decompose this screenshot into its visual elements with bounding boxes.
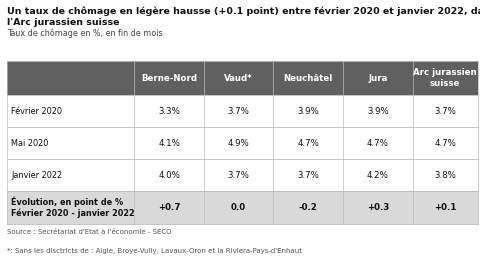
Text: 0.0: 0.0 [231, 203, 246, 212]
Text: 3.3%: 3.3% [158, 107, 180, 116]
Text: Berne-Nord: Berne-Nord [141, 73, 197, 83]
Text: 3.7%: 3.7% [434, 107, 456, 116]
Text: 4.7%: 4.7% [297, 138, 319, 148]
Text: 4.2%: 4.2% [367, 170, 389, 180]
Text: Source : Secrétariat d'Etat à l'économie - SECO: Source : Secrétariat d'Etat à l'économie… [7, 229, 172, 235]
Text: +0.7: +0.7 [158, 203, 180, 212]
Text: Jura: Jura [368, 73, 387, 83]
Text: Neuchâtel: Neuchâtel [284, 73, 333, 83]
Text: Taux de chômage en %, en fin de mois: Taux de chômage en %, en fin de mois [7, 28, 163, 38]
Text: 3.7%: 3.7% [297, 170, 319, 180]
Text: Janvier 2022: Janvier 2022 [11, 170, 62, 180]
Text: 3.9%: 3.9% [298, 107, 319, 116]
Text: +0.3: +0.3 [367, 203, 389, 212]
Text: Mai 2020: Mai 2020 [11, 138, 48, 148]
Text: Un taux de chômage en légère hausse (+0.1 point) entre février 2020 et janvier 2: Un taux de chômage en légère hausse (+0.… [7, 7, 480, 16]
Text: Février 2020: Février 2020 [11, 107, 62, 116]
Text: l'Arc jurassien suisse: l'Arc jurassien suisse [7, 18, 120, 27]
Text: Évolution, en point de %
Février 2020 - janvier 2022: Évolution, en point de % Février 2020 - … [11, 196, 135, 218]
Text: 3.7%: 3.7% [228, 107, 250, 116]
Text: 4.9%: 4.9% [228, 138, 250, 148]
Text: -0.2: -0.2 [299, 203, 318, 212]
Text: 3.8%: 3.8% [434, 170, 456, 180]
Text: 4.1%: 4.1% [158, 138, 180, 148]
Text: *: Sans les disctricts de : Aigle, Broye-Vully, Lavaux-Oron et la Riviera-Pays-d: *: Sans les disctricts de : Aigle, Broye… [7, 248, 302, 254]
Text: 4.7%: 4.7% [434, 138, 456, 148]
Text: +0.1: +0.1 [434, 203, 456, 212]
Text: 4.0%: 4.0% [158, 170, 180, 180]
Text: Vaud*: Vaud* [224, 73, 253, 83]
Text: 4.7%: 4.7% [367, 138, 389, 148]
Text: 3.9%: 3.9% [367, 107, 389, 116]
Text: 3.7%: 3.7% [228, 170, 250, 180]
Text: Arc jurassien
suisse: Arc jurassien suisse [413, 68, 477, 88]
